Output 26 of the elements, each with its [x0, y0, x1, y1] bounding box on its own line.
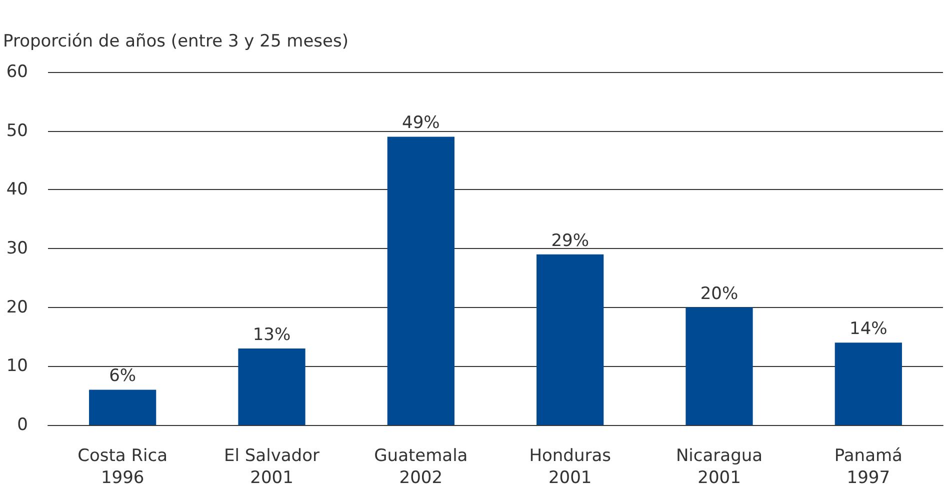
y-axis-title: Proporción de años (entre 3 y 25 meses) — [3, 32, 348, 52]
y-tick-label: 60 — [6, 62, 28, 82]
bar — [834, 342, 902, 425]
y-tick-label: 20 — [6, 297, 28, 318]
bar — [686, 307, 753, 425]
data-label: 13% — [252, 325, 291, 346]
data-label: 49% — [402, 113, 440, 134]
y-tick-label: 30 — [6, 238, 28, 258]
y-tick-label: 0 — [17, 415, 28, 435]
bar — [387, 136, 454, 425]
x-tick-label: El Salvador 2001 — [224, 446, 320, 488]
data-label: 6% — [109, 366, 136, 386]
data-label: 20% — [700, 284, 738, 304]
bar — [89, 390, 156, 425]
bar — [536, 254, 604, 425]
x-tick-label: Costa Rica 1996 — [78, 446, 168, 488]
y-tick-label: 40 — [6, 180, 28, 200]
x-tick-label: Honduras 2001 — [529, 446, 612, 488]
data-label: 14% — [850, 319, 888, 340]
y-tick-label: 50 — [6, 120, 28, 141]
x-tick-label: Panamá 1997 — [834, 446, 902, 488]
x-tick-label: Nicaragua 2001 — [676, 446, 763, 488]
data-label: 29% — [551, 230, 589, 251]
y-tick-label: 10 — [6, 356, 28, 376]
x-tick-label: Guatemala 2002 — [374, 446, 468, 488]
bar — [238, 348, 306, 425]
